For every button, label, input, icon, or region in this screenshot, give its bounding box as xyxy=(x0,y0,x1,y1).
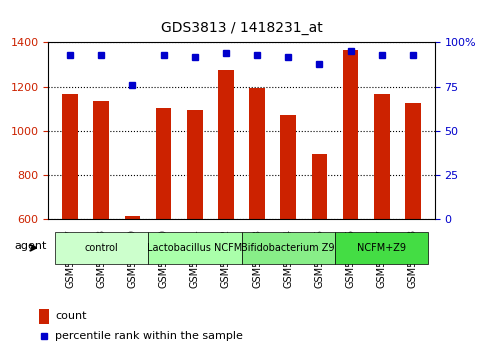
FancyBboxPatch shape xyxy=(335,232,428,264)
Bar xyxy=(343,50,358,219)
Text: GDS3813 / 1418231_at: GDS3813 / 1418231_at xyxy=(161,21,322,35)
Bar xyxy=(125,216,140,219)
FancyBboxPatch shape xyxy=(148,232,242,264)
FancyBboxPatch shape xyxy=(242,232,335,264)
Bar xyxy=(187,110,202,219)
Bar xyxy=(218,70,234,219)
Text: count: count xyxy=(55,311,86,321)
Bar xyxy=(312,154,327,219)
Bar xyxy=(62,95,78,219)
Bar xyxy=(156,108,171,219)
Bar xyxy=(374,95,389,219)
Bar xyxy=(249,88,265,219)
Text: NCFM+Z9: NCFM+Z9 xyxy=(357,243,406,253)
Bar xyxy=(281,115,296,219)
Bar xyxy=(405,103,421,219)
Text: Bifidobacterium Z9: Bifidobacterium Z9 xyxy=(242,243,335,253)
Text: control: control xyxy=(85,243,118,253)
Bar xyxy=(94,101,109,219)
Text: Lactobacillus NCFM: Lactobacillus NCFM xyxy=(147,243,242,253)
FancyBboxPatch shape xyxy=(55,232,148,264)
Text: agent: agent xyxy=(14,241,47,251)
Text: percentile rank within the sample: percentile rank within the sample xyxy=(55,331,243,341)
Bar xyxy=(39,309,49,324)
